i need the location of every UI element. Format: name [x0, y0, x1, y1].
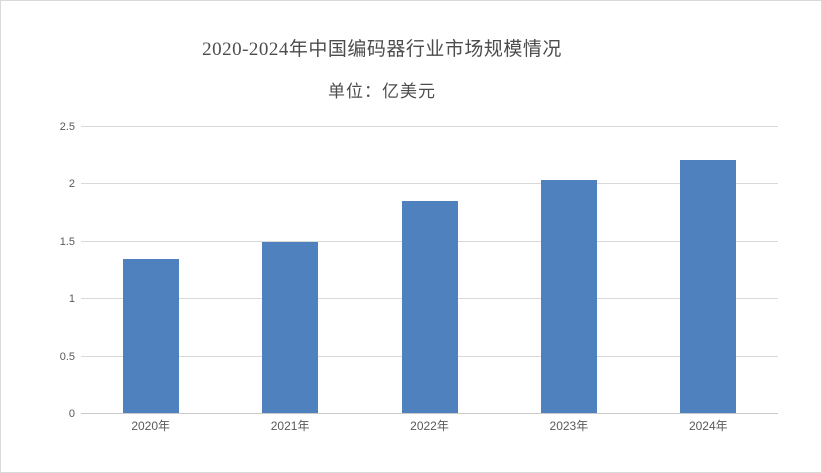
plot-area: [81, 126, 778, 414]
y-axis: 0 0.5 1 1.5 2 2.5: [1, 121, 75, 420]
x-tick-label: 2024年: [688, 419, 728, 433]
y-tick-label: 0.5: [59, 350, 75, 363]
x-axis: 2020年 2021年 2022年 2023年 2024年: [81, 419, 778, 435]
chart-title: 2020-2024年中国编码器行业市场规模情况: [202, 39, 562, 60]
bar: [680, 160, 737, 413]
y-tick-label: 2.5: [59, 121, 75, 133]
gridline: [81, 183, 778, 185]
y-tick-label: 1.5: [59, 235, 75, 248]
x-tick-label: 2021年: [270, 419, 310, 433]
bar: [401, 200, 458, 413]
bar: [540, 179, 597, 413]
y-tick-label: 1: [68, 293, 75, 306]
y-tick-label: 2: [68, 178, 75, 191]
gridline: [81, 126, 778, 127]
bar: [262, 241, 319, 413]
x-tick-label: 2020年: [131, 419, 171, 433]
x-tick-label: 2023年: [549, 419, 589, 433]
x-tick-label: 2022年: [410, 419, 449, 433]
y-tick-label: 0: [68, 408, 75, 420]
bar: [122, 259, 179, 413]
chart-subtitle: 单位：亿美元: [328, 82, 436, 101]
